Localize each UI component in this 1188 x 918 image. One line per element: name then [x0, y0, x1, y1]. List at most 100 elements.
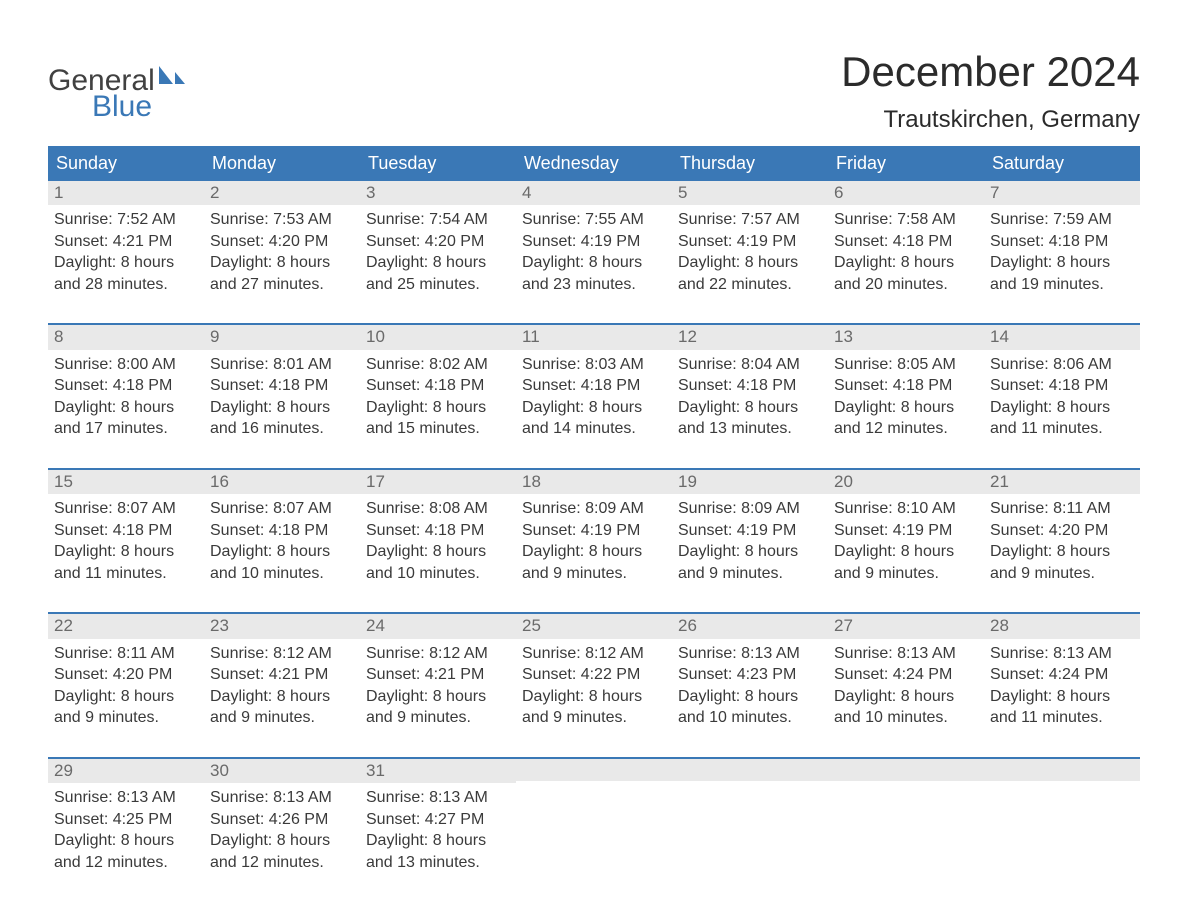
day-info: Sunrise: 8:01 AMSunset: 4:18 PMDaylight:…	[204, 350, 360, 440]
sunset-line: Sunset: 4:18 PM	[522, 375, 666, 397]
weekday-label: Thursday	[672, 146, 828, 181]
daylight-line: Daylight: 8 hours and 12 minutes.	[210, 830, 354, 873]
sunrise-line: Sunrise: 8:12 AM	[522, 643, 666, 665]
day-info: Sunrise: 8:11 AMSunset: 4:20 PMDaylight:…	[984, 494, 1140, 584]
day-cell: 8Sunrise: 8:00 AMSunset: 4:18 PMDaylight…	[48, 325, 204, 439]
day-info: Sunrise: 8:03 AMSunset: 4:18 PMDaylight:…	[516, 350, 672, 440]
sunrise-line: Sunrise: 8:11 AM	[990, 498, 1134, 520]
sunrise-line: Sunrise: 8:11 AM	[54, 643, 198, 665]
day-info: Sunrise: 7:53 AMSunset: 4:20 PMDaylight:…	[204, 205, 360, 295]
day-number: 21	[984, 470, 1140, 494]
day-info: Sunrise: 8:08 AMSunset: 4:18 PMDaylight:…	[360, 494, 516, 584]
day-info: Sunrise: 8:07 AMSunset: 4:18 PMDaylight:…	[48, 494, 204, 584]
day-cell: 29Sunrise: 8:13 AMSunset: 4:25 PMDayligh…	[48, 759, 204, 873]
daylight-line: Daylight: 8 hours and 10 minutes.	[210, 541, 354, 584]
sunset-line: Sunset: 4:25 PM	[54, 809, 198, 831]
day-cell: 10Sunrise: 8:02 AMSunset: 4:18 PMDayligh…	[360, 325, 516, 439]
sunrise-line: Sunrise: 8:05 AM	[834, 354, 978, 376]
weekday-label: Wednesday	[516, 146, 672, 181]
daylight-line: Daylight: 8 hours and 9 minutes.	[210, 686, 354, 729]
title-block: December 2024 Trautskirchen, Germany	[841, 48, 1140, 134]
sunrise-line: Sunrise: 7:59 AM	[990, 209, 1134, 231]
week-row: 22Sunrise: 8:11 AMSunset: 4:20 PMDayligh…	[48, 612, 1140, 728]
day-cell: 30Sunrise: 8:13 AMSunset: 4:26 PMDayligh…	[204, 759, 360, 873]
day-info: Sunrise: 8:13 AMSunset: 4:25 PMDaylight:…	[48, 783, 204, 873]
daylight-line: Daylight: 8 hours and 12 minutes.	[834, 397, 978, 440]
sunset-line: Sunset: 4:22 PM	[522, 664, 666, 686]
day-number: 8	[48, 325, 204, 349]
day-number: 28	[984, 614, 1140, 638]
sunset-line: Sunset: 4:18 PM	[366, 520, 510, 542]
sunrise-line: Sunrise: 8:12 AM	[210, 643, 354, 665]
day-number: 16	[204, 470, 360, 494]
day-cell: 26Sunrise: 8:13 AMSunset: 4:23 PMDayligh…	[672, 614, 828, 728]
sunrise-line: Sunrise: 8:13 AM	[54, 787, 198, 809]
day-info: Sunrise: 7:55 AMSunset: 4:19 PMDaylight:…	[516, 205, 672, 295]
brand-logo: General Blue	[48, 48, 189, 122]
sunset-line: Sunset: 4:18 PM	[990, 375, 1134, 397]
location-subtitle: Trautskirchen, Germany	[841, 106, 1140, 134]
day-number: 3	[360, 181, 516, 205]
daylight-line: Daylight: 8 hours and 16 minutes.	[210, 397, 354, 440]
day-cell: 17Sunrise: 8:08 AMSunset: 4:18 PMDayligh…	[360, 470, 516, 584]
day-cell: 2Sunrise: 7:53 AMSunset: 4:20 PMDaylight…	[204, 181, 360, 295]
day-number: 1	[48, 181, 204, 205]
daylight-line: Daylight: 8 hours and 9 minutes.	[522, 686, 666, 729]
sunrise-line: Sunrise: 8:03 AM	[522, 354, 666, 376]
day-number: 12	[672, 325, 828, 349]
sunrise-line: Sunrise: 8:13 AM	[990, 643, 1134, 665]
day-info: Sunrise: 8:09 AMSunset: 4:19 PMDaylight:…	[516, 494, 672, 584]
sunset-line: Sunset: 4:18 PM	[210, 375, 354, 397]
daylight-line: Daylight: 8 hours and 12 minutes.	[54, 830, 198, 873]
sunset-line: Sunset: 4:26 PM	[210, 809, 354, 831]
day-number: 30	[204, 759, 360, 783]
daylight-line: Daylight: 8 hours and 13 minutes.	[366, 830, 510, 873]
sunset-line: Sunset: 4:19 PM	[522, 520, 666, 542]
sunset-line: Sunset: 4:18 PM	[54, 375, 198, 397]
sunset-line: Sunset: 4:18 PM	[366, 375, 510, 397]
daylight-line: Daylight: 8 hours and 9 minutes.	[366, 686, 510, 729]
sunset-line: Sunset: 4:19 PM	[522, 231, 666, 253]
day-number: 10	[360, 325, 516, 349]
sunset-line: Sunset: 4:18 PM	[678, 375, 822, 397]
sunset-line: Sunset: 4:21 PM	[366, 664, 510, 686]
weekday-label: Tuesday	[360, 146, 516, 181]
day-cell: 3Sunrise: 7:54 AMSunset: 4:20 PMDaylight…	[360, 181, 516, 295]
sunset-line: Sunset: 4:20 PM	[990, 520, 1134, 542]
sunset-line: Sunset: 4:20 PM	[210, 231, 354, 253]
day-number: 2	[204, 181, 360, 205]
weekday-label: Sunday	[48, 146, 204, 181]
sunset-line: Sunset: 4:27 PM	[366, 809, 510, 831]
day-info: Sunrise: 8:13 AMSunset: 4:27 PMDaylight:…	[360, 783, 516, 873]
day-number: 25	[516, 614, 672, 638]
day-number: 5	[672, 181, 828, 205]
day-info: Sunrise: 8:13 AMSunset: 4:24 PMDaylight:…	[984, 639, 1140, 729]
weekday-label: Friday	[828, 146, 984, 181]
day-info: Sunrise: 7:58 AMSunset: 4:18 PMDaylight:…	[828, 205, 984, 295]
day-info: Sunrise: 8:13 AMSunset: 4:24 PMDaylight:…	[828, 639, 984, 729]
day-cell: 5Sunrise: 7:57 AMSunset: 4:19 PMDaylight…	[672, 181, 828, 295]
sunrise-line: Sunrise: 8:00 AM	[54, 354, 198, 376]
day-cell: 16Sunrise: 8:07 AMSunset: 4:18 PMDayligh…	[204, 470, 360, 584]
weeks-container: 1Sunrise: 7:52 AMSunset: 4:21 PMDaylight…	[48, 181, 1140, 873]
sunrise-line: Sunrise: 8:13 AM	[210, 787, 354, 809]
daylight-line: Daylight: 8 hours and 9 minutes.	[834, 541, 978, 584]
daylight-line: Daylight: 8 hours and 10 minutes.	[366, 541, 510, 584]
day-cell: 21Sunrise: 8:11 AMSunset: 4:20 PMDayligh…	[984, 470, 1140, 584]
day-cell: 22Sunrise: 8:11 AMSunset: 4:20 PMDayligh…	[48, 614, 204, 728]
sunset-line: Sunset: 4:24 PM	[990, 664, 1134, 686]
day-cell: 23Sunrise: 8:12 AMSunset: 4:21 PMDayligh…	[204, 614, 360, 728]
weekday-header: Sunday Monday Tuesday Wednesday Thursday…	[48, 146, 1140, 181]
sunrise-line: Sunrise: 8:01 AM	[210, 354, 354, 376]
flag-icon	[159, 66, 189, 95]
brand-text: General Blue	[48, 66, 155, 122]
daylight-line: Daylight: 8 hours and 9 minutes.	[522, 541, 666, 584]
week-row: 8Sunrise: 8:00 AMSunset: 4:18 PMDaylight…	[48, 323, 1140, 439]
day-info: Sunrise: 8:13 AMSunset: 4:26 PMDaylight:…	[204, 783, 360, 873]
sunrise-line: Sunrise: 8:09 AM	[678, 498, 822, 520]
sunrise-line: Sunrise: 8:02 AM	[366, 354, 510, 376]
sunrise-line: Sunrise: 7:53 AM	[210, 209, 354, 231]
sunrise-line: Sunrise: 8:13 AM	[366, 787, 510, 809]
day-cell: 25 Sunrise: 8:12 AMSunset: 4:22 PMDayligh…	[516, 614, 672, 728]
sunset-line: Sunset: 4:18 PM	[834, 231, 978, 253]
